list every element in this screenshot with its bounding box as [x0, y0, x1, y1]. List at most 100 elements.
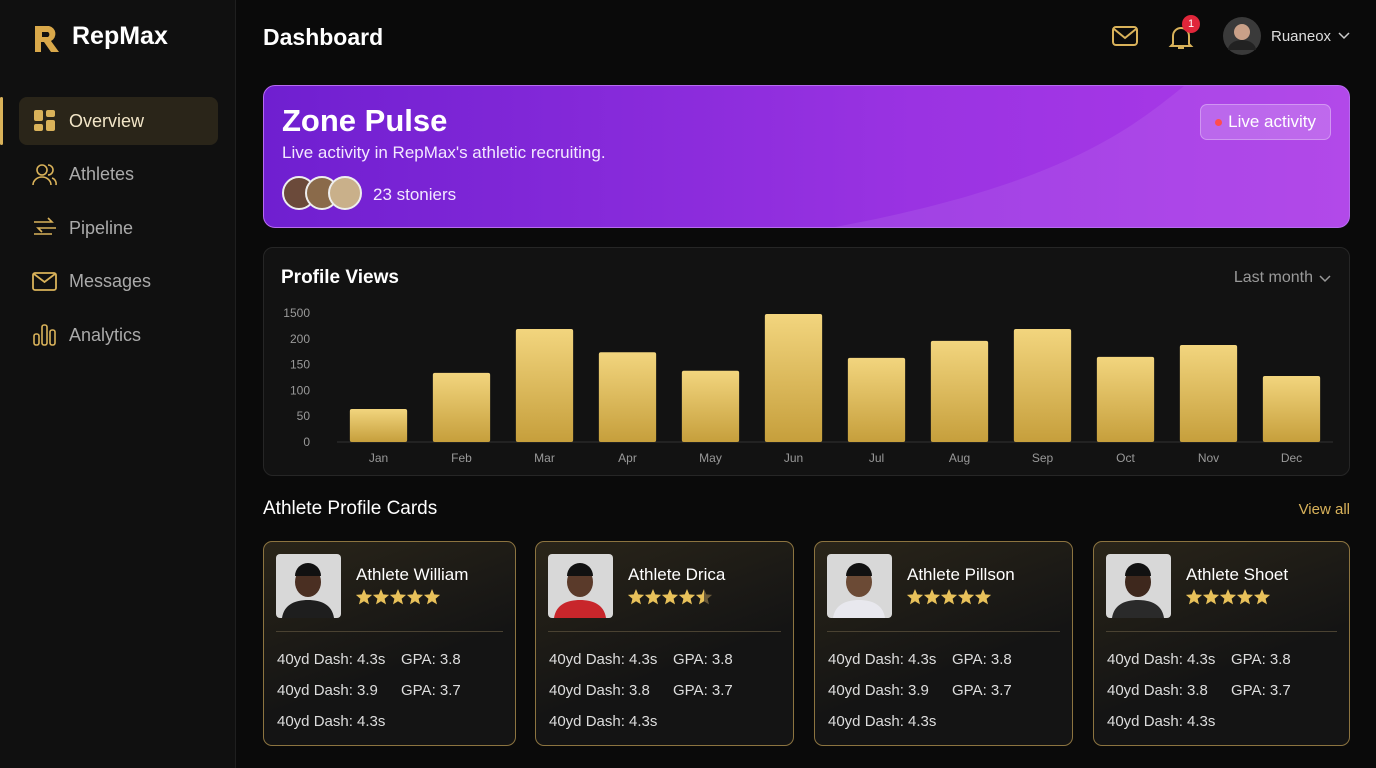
athlete-stat: 40yd Dash: 3.9 — [828, 682, 929, 699]
nav-icon — [32, 163, 57, 185]
athlete-photo — [827, 554, 892, 618]
athlete-stat: GPA: 3.7 — [673, 682, 733, 699]
view-all-link[interactable]: View all — [1298, 501, 1350, 518]
athlete-name: Athlete Pillson — [907, 565, 1015, 584]
x-tick-label: Jan — [369, 451, 388, 465]
nav-item[interactable]: Athletes — [19, 151, 218, 199]
athlete-stat: 40yd Dash: 4.3s — [1107, 651, 1216, 668]
star — [644, 589, 662, 605]
star — [940, 589, 958, 605]
nav-label: Overview — [69, 110, 145, 131]
athlete-stat: GPA: 3.8 — [401, 651, 461, 668]
x-tick-label: Aug — [949, 451, 970, 465]
star — [957, 589, 975, 605]
bar — [681, 370, 740, 442]
bar — [432, 372, 491, 442]
nav-item[interactable]: Pipeline — [19, 204, 218, 252]
nav-label: Messages — [69, 271, 152, 291]
x-tick-label: May — [699, 451, 722, 465]
athlete-stat: GPA: 3.8 — [673, 651, 733, 668]
athlete-card[interactable]: Athlete Drica 40yd Dash: 4.3s GPA: 3.8 40yd… — [535, 541, 794, 746]
x-tick-label: Oct — [1116, 451, 1135, 465]
athlete-stat: 40yd Dash: 4.3s — [1107, 713, 1216, 730]
star — [1253, 589, 1271, 605]
star — [406, 589, 424, 605]
star — [1185, 589, 1203, 605]
chart-title: Profile Views — [281, 267, 399, 288]
athlete-stat: 40yd Dash: 3.8 — [1107, 682, 1208, 699]
bar — [349, 408, 408, 442]
star — [661, 589, 679, 605]
card-divider — [827, 631, 1060, 632]
nav-indicator — [0, 97, 3, 145]
x-tick-label: Feb — [451, 451, 472, 465]
x-tick-label: Sep — [1032, 451, 1054, 465]
live-badge-text: Live activity — [1228, 112, 1316, 131]
athlete-stat: 40yd Dash: 4.3s — [828, 651, 937, 668]
nav-icon — [34, 217, 56, 235]
athlete-stat: 40yd Dash: 4.3s — [549, 651, 658, 668]
nav-icon — [33, 324, 56, 346]
athlete-card[interactable]: Athlete Shoet 40yd Dash: 4.3s GPA: 3.8 40yd… — [1093, 541, 1350, 746]
notification-badge: 1 — [1182, 15, 1200, 33]
athlete-card[interactable]: Athlete Pillson 40yd Dash: 4.3s GPA: 3.8 40… — [814, 541, 1073, 746]
athlete-stat: GPA: 3.7 — [1231, 682, 1291, 699]
star — [1236, 589, 1254, 605]
athlete-stat: 40yd Dash: 3.9 — [277, 682, 378, 699]
bar — [515, 328, 574, 442]
bar-chart: 0 50 100 150 200 1500 Jan Feb Mar Apr May Jun Jul Aug… — [283, 306, 1333, 465]
mail-icon[interactable] — [1110, 24, 1140, 50]
bar — [764, 314, 823, 442]
star — [906, 589, 924, 605]
athlete-photo — [548, 554, 613, 618]
star — [627, 589, 645, 605]
nav-item[interactable]: Messages — [19, 258, 218, 306]
x-tick-label: Nov — [1198, 451, 1219, 465]
range-filter[interactable]: Last month — [1233, 269, 1313, 286]
x-tick-label: Mar — [534, 451, 555, 465]
athlete-stat: GPA: 3.8 — [952, 651, 1012, 668]
star — [355, 589, 373, 605]
bar — [847, 357, 906, 442]
section-title: Athlete Profile Cards — [263, 498, 438, 519]
card-divider — [276, 631, 503, 632]
star — [1219, 589, 1237, 605]
athlete-stat: 40yd Dash: 3.8 — [549, 682, 650, 699]
y-tick-label: 200 — [290, 332, 310, 346]
nav-item[interactable]: Analytics — [19, 311, 218, 359]
y-tick-label: 50 — [297, 409, 311, 423]
y-tick-label: 150 — [290, 358, 310, 372]
hero-banner: Zone Pulse Live activity in RepMax's ath… — [263, 85, 1350, 228]
rating-stars — [355, 589, 441, 605]
user-name[interactable]: Ruaneox — [1271, 28, 1332, 45]
nav-label: Pipeline — [69, 217, 134, 238]
page-title: Dashboard — [263, 24, 384, 50]
y-tick-label: 100 — [290, 383, 310, 397]
nav-item[interactable]: Overview — [19, 97, 218, 145]
rating-stars — [1185, 589, 1271, 605]
star — [372, 589, 390, 605]
athlete-stat: GPA: 3.7 — [401, 682, 461, 699]
user-avatar[interactable] — [1222, 16, 1262, 56]
athlete-stat: 40yd Dash: 4.3s — [549, 713, 658, 730]
athlete-stat: 40yd Dash: 4.3s — [277, 713, 386, 730]
rating-stars — [906, 589, 992, 605]
star — [423, 589, 441, 605]
nav-icon — [32, 271, 57, 291]
athlete-card[interactable]: Athlete William 40yd Dash: 4.3s GPA: 3.8 40… — [263, 541, 516, 746]
chevron — [1338, 32, 1350, 40]
hero-count: 23 stoniers — [373, 185, 457, 204]
athlete-stat: GPA: 3.8 — [1231, 651, 1291, 668]
star — [389, 589, 407, 605]
star — [974, 589, 992, 605]
athlete-stat: GPA: 3.7 — [952, 682, 1012, 699]
bar — [1013, 328, 1072, 442]
live-badge[interactable]: Live activity — [1200, 104, 1331, 140]
hero-subtitle: Live activity in RepMax's athletic recru… — [282, 143, 606, 162]
star — [678, 589, 696, 605]
brand: RepMax — [72, 22, 168, 50]
chart-panel: Profile Views Last month 0 50 100 150 200 150… — [263, 247, 1350, 476]
nav-label: Athletes — [69, 164, 135, 184]
avatar-stack — [282, 176, 362, 210]
